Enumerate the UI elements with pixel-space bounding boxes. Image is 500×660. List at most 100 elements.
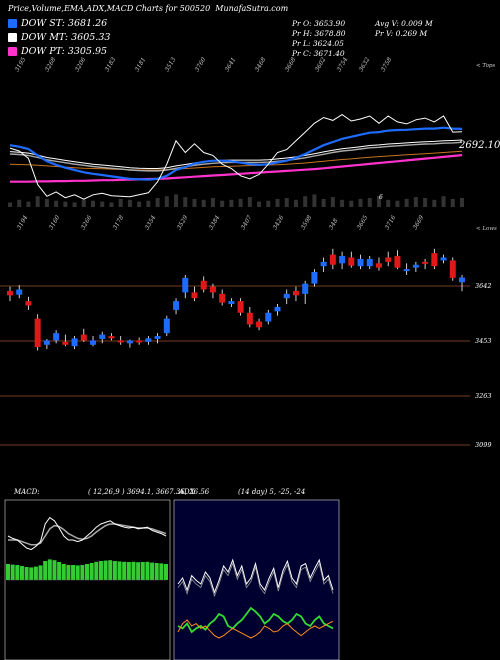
price-level-2: 3453 bbox=[475, 337, 492, 345]
volume-bar bbox=[238, 198, 243, 207]
macd-hist-bar bbox=[29, 567, 34, 580]
candle-body bbox=[440, 257, 447, 261]
legend-dow-pt: DOW PT: 3305.95 bbox=[8, 46, 107, 57]
macd-line bbox=[7, 516, 167, 551]
volume-bar bbox=[404, 198, 409, 207]
legend-dow-st: DOW ST: 3681.26 bbox=[8, 18, 107, 29]
volume-bar bbox=[17, 199, 22, 207]
candle-body bbox=[329, 254, 336, 265]
open-price: Pr O: 3653.90 bbox=[292, 19, 346, 28]
volume-bar bbox=[164, 196, 169, 207]
volume-bar bbox=[118, 198, 123, 207]
macd-hist-bar bbox=[43, 561, 48, 580]
macd-hist-bar bbox=[38, 565, 43, 580]
macd-hist-bar bbox=[131, 561, 136, 580]
candle-panel: 3194 3160 3266 3178 3354 3529 3384 3407 3426 3598… bbox=[0, 214, 470, 446]
volume-bar bbox=[201, 199, 206, 207]
candle-body bbox=[163, 318, 170, 334]
candle-body bbox=[394, 256, 401, 268]
volume-bar bbox=[376, 196, 381, 207]
volume-bar bbox=[174, 194, 179, 207]
volume-bar bbox=[321, 198, 326, 207]
volume-bar bbox=[349, 200, 354, 207]
top-axis-label: 3668 bbox=[284, 56, 298, 73]
tops-label: < Tops bbox=[476, 63, 496, 69]
price-level-1: 3642 bbox=[475, 282, 492, 290]
low-price: Pr L: 3624.05 bbox=[292, 39, 344, 48]
ema-mid-line bbox=[9, 141, 463, 172]
candle-body bbox=[403, 269, 410, 272]
candle-body bbox=[136, 340, 143, 343]
top-axis-label: 3183 bbox=[104, 56, 118, 73]
volume-bar bbox=[54, 200, 59, 207]
top-axis-label: 3468 bbox=[254, 56, 268, 73]
volume-bar bbox=[432, 199, 437, 207]
volume-bar bbox=[26, 201, 31, 207]
volume-bar bbox=[460, 198, 464, 207]
candle-body bbox=[71, 338, 78, 347]
candle-body bbox=[191, 292, 198, 299]
mid-axis-label: 348 bbox=[328, 217, 340, 231]
volume-bar bbox=[330, 197, 335, 207]
price-close-line bbox=[9, 114, 463, 200]
mid-axis-label: 3665 bbox=[356, 214, 370, 231]
mid-axis-label: 3384 bbox=[208, 214, 222, 231]
chart-title: Price,Volume,EMA,ADX,MACD Charts for 500… bbox=[8, 4, 289, 13]
top-axis-label: 3268 bbox=[44, 56, 58, 73]
adx-plus-line bbox=[177, 606, 334, 634]
macd-hist-bar bbox=[24, 567, 29, 580]
mid-axis-label: 3529 bbox=[176, 214, 190, 231]
legend-swatch-icon bbox=[8, 33, 17, 42]
candle-body bbox=[117, 340, 124, 343]
candle-body bbox=[459, 277, 465, 283]
volume-bar bbox=[247, 197, 252, 207]
candle-body bbox=[385, 257, 392, 262]
ema-mid-upper-line bbox=[9, 139, 463, 169]
volume-bar bbox=[210, 198, 215, 207]
volume-bar bbox=[275, 198, 280, 207]
macd-hist-bar bbox=[108, 560, 113, 580]
candle-body bbox=[283, 293, 290, 299]
candle-body bbox=[366, 258, 373, 267]
adx-label: ADX bbox=[179, 488, 195, 496]
candle-body bbox=[228, 301, 235, 305]
candle-body bbox=[7, 290, 13, 296]
mid-axis-label: 3407 bbox=[240, 214, 254, 231]
macd-hist-bar bbox=[164, 564, 168, 580]
ema-pt-line bbox=[10, 154, 463, 183]
volume-bar bbox=[266, 200, 271, 207]
candle-body bbox=[357, 258, 364, 267]
top-axis-label: 3206 bbox=[74, 56, 88, 73]
price-level-4: 3099 bbox=[475, 441, 492, 449]
adx-minus-line bbox=[177, 619, 334, 639]
macd-hist-bar bbox=[98, 561, 103, 580]
candle-body bbox=[209, 286, 216, 293]
adx-frame bbox=[173, 499, 340, 660]
mid-axis-label: 3178 bbox=[112, 214, 126, 231]
volume-bar bbox=[441, 196, 446, 207]
mid-axis-label: 3426 bbox=[272, 214, 286, 231]
volume-bar bbox=[395, 200, 400, 207]
macd-label: MACD: bbox=[14, 488, 40, 496]
volume-bar bbox=[35, 196, 40, 207]
candle-body bbox=[422, 261, 429, 264]
mid-axis-label: 3160 bbox=[48, 214, 62, 231]
macd-hist-bar bbox=[89, 563, 94, 580]
candle-body bbox=[62, 341, 69, 345]
top-axis-label: 3641 bbox=[224, 56, 238, 73]
macd-hist-bar bbox=[47, 559, 52, 580]
macd-hist-bar bbox=[140, 562, 145, 580]
top-axis-label: 3758 bbox=[380, 56, 394, 73]
mid-axis-label: 3354 bbox=[144, 214, 158, 231]
legend-swatch-icon bbox=[8, 47, 17, 56]
macd-values: ( 12,26,9 ) 3694.1, 3667.36, 26.56 bbox=[88, 488, 210, 496]
candle-body bbox=[90, 340, 97, 345]
macd-panel bbox=[4, 499, 171, 660]
volume-bar bbox=[155, 198, 160, 207]
candle-body bbox=[145, 338, 152, 342]
volume-bar bbox=[303, 196, 308, 207]
volume-bar bbox=[358, 198, 363, 207]
macd-hist-bar bbox=[136, 562, 141, 580]
volume-bar bbox=[63, 201, 68, 207]
